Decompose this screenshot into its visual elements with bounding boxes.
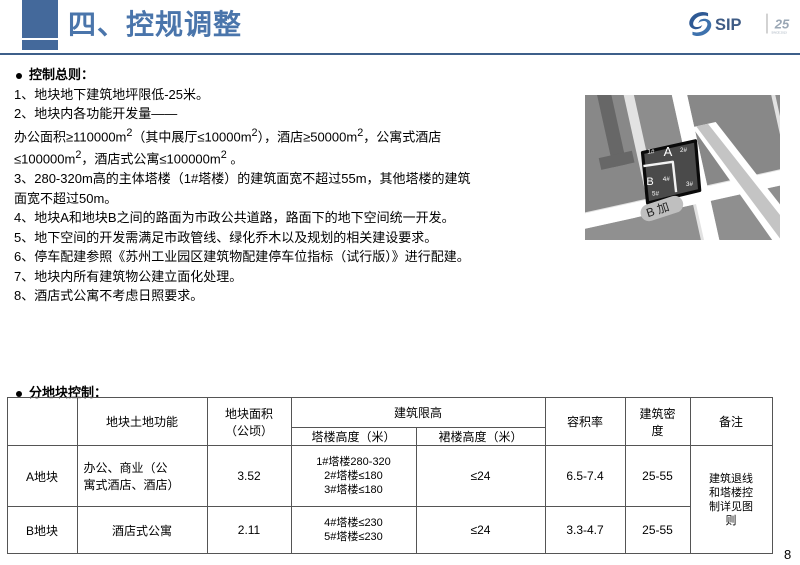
svg-text:A: A — [664, 144, 673, 159]
svg-text:SINCE 2013: SINCE 2013 — [771, 31, 787, 35]
svg-text:SIP: SIP — [715, 16, 742, 34]
svg-text:3#: 3# — [686, 181, 694, 188]
svg-text:5#: 5# — [652, 191, 660, 198]
svg-text:1#: 1# — [647, 149, 655, 156]
svg-text:4#: 4# — [663, 176, 671, 183]
svg-text:2#: 2# — [680, 147, 688, 154]
svg-text:B: B — [646, 176, 653, 188]
svg-text:25: 25 — [774, 16, 790, 31]
